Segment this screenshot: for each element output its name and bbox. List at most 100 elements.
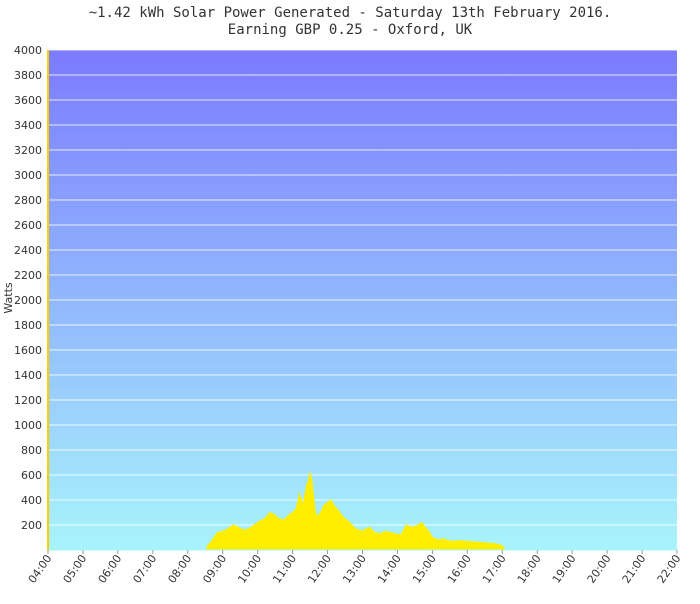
x-tick-label: 14:00: [375, 552, 404, 585]
x-tick-label: 15:00: [410, 552, 439, 585]
data-point: [222, 530, 224, 532]
grid-lines: [48, 49, 677, 526]
data-point: [494, 543, 496, 545]
y-tick-label: 1600: [14, 344, 42, 357]
data-point: [306, 484, 308, 486]
data-point: [316, 515, 318, 517]
data-point: [365, 528, 367, 530]
chart-title: ~1.42 kWh Solar Power Generated - Saturd…: [88, 5, 612, 21]
data-point: [302, 504, 304, 506]
x-tick-label: 13:00: [340, 552, 369, 585]
x-tick-label: 18:00: [515, 552, 544, 585]
data-point: [459, 540, 461, 542]
data-point: [311, 479, 313, 481]
data-point: [216, 531, 219, 534]
data-point: [466, 540, 468, 542]
data-point: [253, 524, 255, 526]
data-point: [309, 471, 311, 474]
y-tick-label: 4000: [14, 44, 42, 57]
data-point: [232, 524, 234, 526]
data-point: [374, 531, 376, 534]
data-point: [503, 546, 505, 549]
data-point: [264, 518, 266, 520]
data-point: [438, 539, 440, 541]
data-point: [248, 528, 250, 530]
y-tick-label: 3600: [14, 94, 42, 107]
data-point: [347, 520, 350, 522]
data-point: [288, 514, 290, 516]
data-point: [209, 541, 212, 544]
chart-subtitle: Earning GBP 0.25 - Oxford, UK: [227, 22, 473, 38]
data-point: [330, 499, 332, 501]
data-point: [389, 531, 392, 534]
data-point: [499, 544, 502, 546]
data-point: [405, 524, 407, 526]
data-point: [421, 521, 423, 524]
data-point: [400, 534, 402, 536]
y-tick-label: 2600: [14, 219, 42, 232]
data-point: [354, 528, 357, 530]
data-point: [480, 541, 482, 544]
data-point: [227, 528, 229, 530]
data-point: [243, 529, 245, 531]
x-tick-label: 21:00: [620, 552, 649, 585]
data-point: [320, 511, 322, 514]
x-tick-label: 09:00: [200, 552, 229, 585]
data-point: [344, 518, 346, 520]
data-point: [337, 509, 339, 511]
data-point: [269, 511, 271, 514]
x-tick-label: 22:00: [655, 552, 684, 585]
data-point: [435, 538, 437, 540]
data-point: [473, 541, 475, 543]
x-tick-label: 06:00: [96, 552, 125, 585]
data-point: [299, 493, 301, 495]
y-tick-label: 400: [21, 494, 42, 507]
data-point: [368, 526, 371, 529]
data-point: [452, 540, 454, 542]
y-tick-label: 3000: [14, 169, 42, 182]
data-point: [295, 508, 297, 510]
data-point: [307, 480, 309, 482]
y-tick-label: 1800: [14, 319, 42, 332]
data-point: [314, 511, 316, 514]
y-tick-label: 2400: [14, 244, 42, 257]
x-tick-label: 20:00: [585, 552, 614, 585]
y-tick-label: 1000: [14, 419, 42, 432]
y-tick-label: 800: [21, 444, 42, 457]
data-point: [358, 529, 360, 531]
x-tick-label: 17:00: [480, 552, 509, 585]
data-point: [361, 530, 364, 532]
data-point: [351, 524, 353, 526]
data-point: [447, 540, 449, 542]
data-point: [410, 526, 412, 529]
data-point: [340, 514, 343, 516]
x-tick-label: 16:00: [445, 552, 474, 585]
x-axis-ticks: 04:00 05:00 06:00 07:00 08:00 09:00 10:00 11:00…: [26, 550, 684, 586]
y-tick-label: 2000: [14, 294, 42, 307]
data-point: [206, 545, 208, 547]
data-point: [384, 530, 386, 532]
data-point: [313, 495, 315, 497]
x-tick-label: 19:00: [550, 552, 579, 585]
y-tick-label: 2800: [14, 194, 42, 207]
x-tick-label: 11:00: [270, 552, 299, 585]
data-point: [417, 524, 419, 526]
data-point: [327, 501, 329, 504]
x-tick-label: 12:00: [305, 552, 334, 585]
x-tick-label: 04:00: [26, 552, 55, 585]
x-tick-label: 07:00: [130, 552, 159, 585]
data-point: [414, 525, 416, 527]
data-point: [487, 542, 489, 544]
y-tick-label: 3400: [14, 119, 42, 132]
data-point: [318, 514, 320, 516]
data-point: [424, 526, 426, 529]
data-point: [292, 511, 294, 514]
data-point: [278, 518, 280, 520]
y-tick-label: 3800: [14, 69, 42, 82]
data-point: [283, 519, 285, 521]
data-point: [213, 536, 215, 539]
x-tick-label: 08:00: [165, 552, 194, 585]
data-point: [431, 536, 433, 539]
